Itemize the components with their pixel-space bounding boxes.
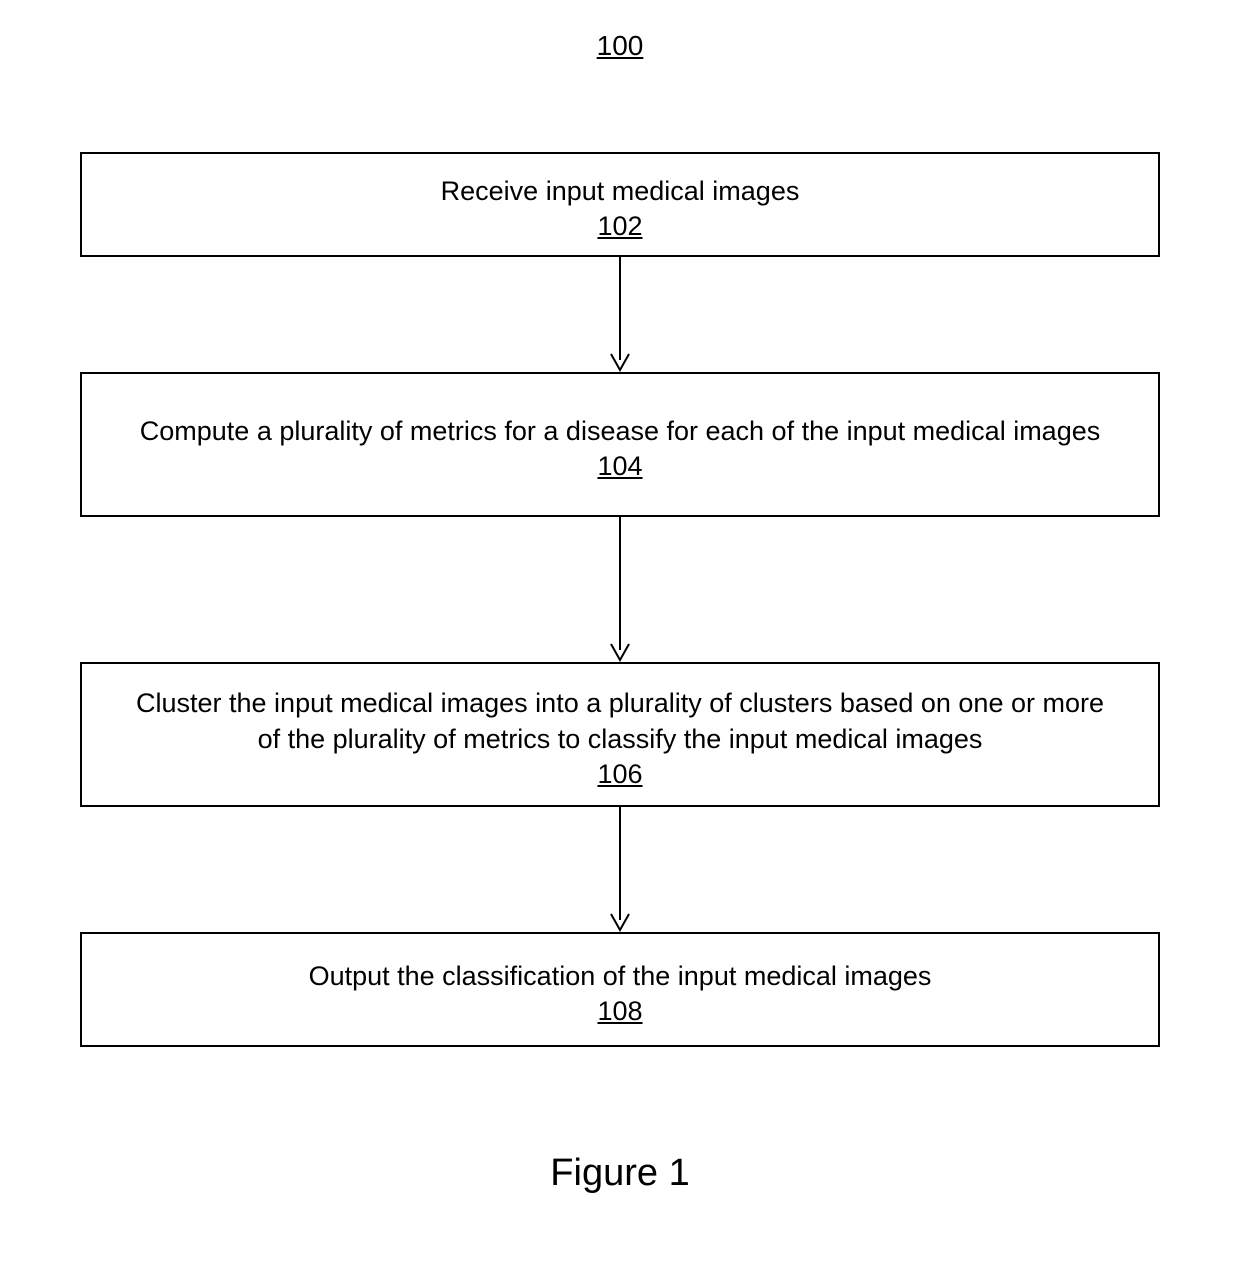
flow-step: Compute a plurality of metrics for a dis… xyxy=(80,372,1160,517)
flow-step: Receive input medical images102 xyxy=(80,152,1160,257)
flow-step-text: Compute a plurality of metrics for a dis… xyxy=(140,413,1100,449)
flow-arrow xyxy=(605,807,635,932)
flow-step-number: 104 xyxy=(597,451,642,482)
figure-reference-number: 100 xyxy=(597,30,644,62)
flow-step-number: 108 xyxy=(597,996,642,1027)
flowchart-container: Receive input medical images102 Compute a… xyxy=(0,152,1240,1047)
flow-step: Output the classification of the input m… xyxy=(80,932,1160,1047)
flow-arrow xyxy=(605,517,635,662)
flow-step-number: 106 xyxy=(597,759,642,790)
flow-step-text: Cluster the input medical images into a … xyxy=(122,685,1118,758)
flow-step-number: 102 xyxy=(597,211,642,242)
flow-step-text: Output the classification of the input m… xyxy=(309,958,932,994)
flow-step-text: Receive input medical images xyxy=(441,173,800,209)
flow-step: Cluster the input medical images into a … xyxy=(80,662,1160,807)
flowchart-canvas: 100 Receive input medical images102 Compu… xyxy=(0,0,1240,1278)
flow-arrow xyxy=(605,257,635,372)
figure-caption: Figure 1 xyxy=(550,1152,689,1195)
